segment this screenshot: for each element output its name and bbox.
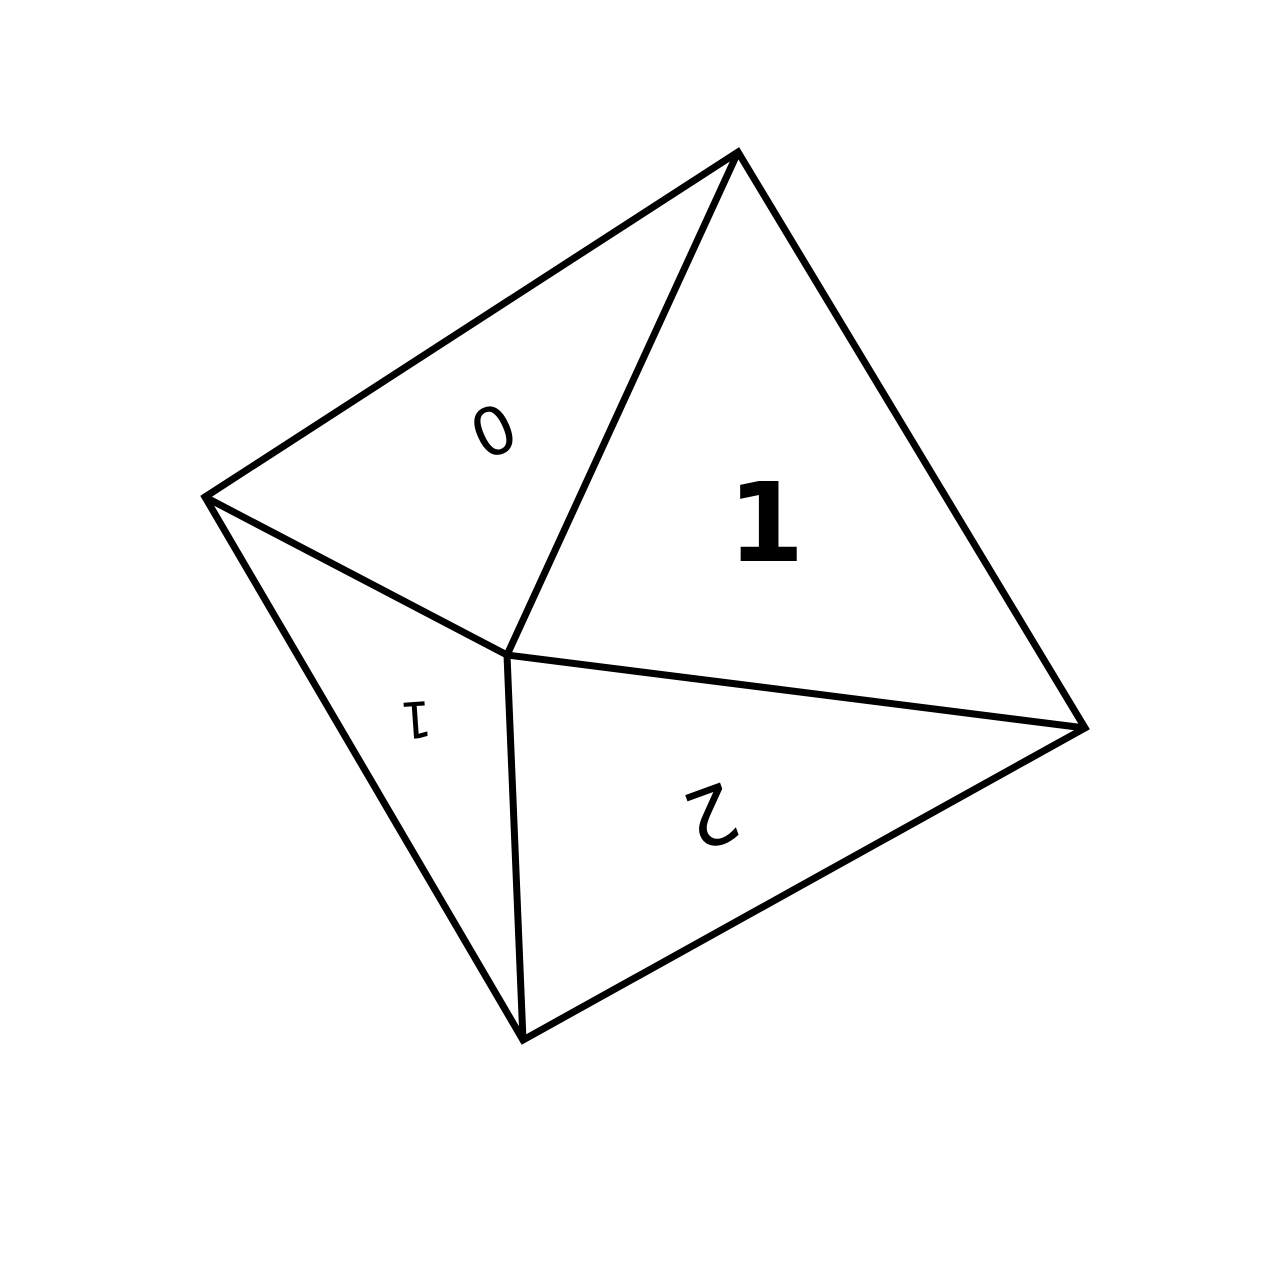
face-top-right: [507, 152, 1085, 728]
edge-center-to-right: [503, 651, 1089, 732]
edge-center-to-bottom: [503, 651, 527, 1044]
edge-top-to-center: [503, 148, 742, 659]
face-bottom-right: [507, 655, 1085, 1040]
edge-left-to-center: [201, 493, 511, 659]
face-label-1-large: 1: [728, 459, 805, 587]
face-top-left: [205, 152, 738, 655]
face-label-1-inverted: 1: [398, 689, 434, 749]
